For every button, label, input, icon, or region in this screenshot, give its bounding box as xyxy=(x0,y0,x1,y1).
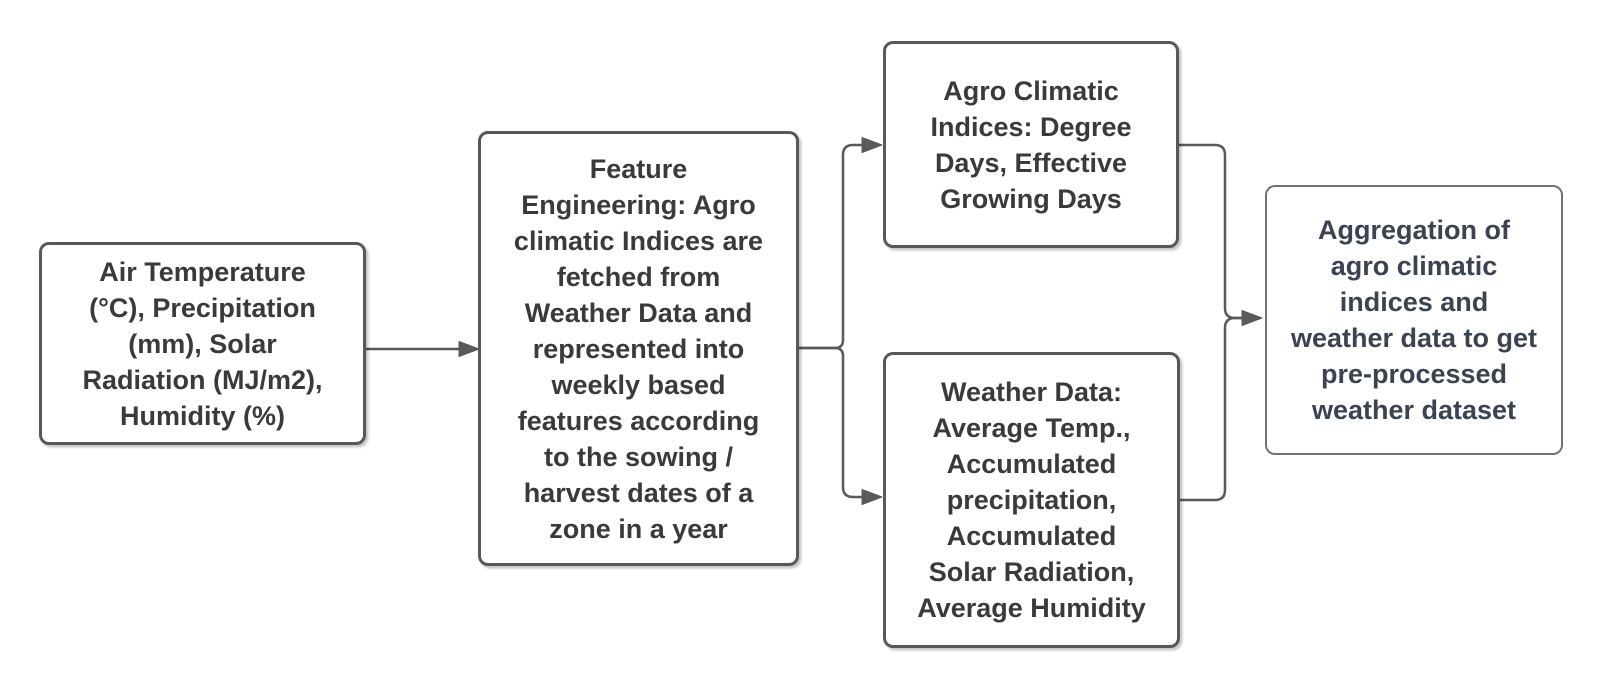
edge-agro-indices-to-aggregation xyxy=(1177,143,1245,320)
arrowhead-icon xyxy=(861,489,883,505)
node-feature-engineering-label: Feature Engineering: Agro climatic Indic… xyxy=(513,153,764,544)
arrowhead-icon xyxy=(458,341,480,357)
node-weather-data: Weather Data: Average Temp., Accumulated… xyxy=(883,352,1180,648)
node-input-weather-variables: Air Temperature (°C), Precipitation (mm)… xyxy=(39,242,366,445)
node-input-label: Air Temperature (°C), Precipitation (mm)… xyxy=(82,256,323,431)
edge-feature-to-agro-indices xyxy=(797,143,865,350)
edge-feature-to-weather-data xyxy=(797,346,865,499)
node-aggregation-label: Aggregation of agro climatic indices and… xyxy=(1290,215,1538,425)
arrowhead-icon xyxy=(861,137,883,153)
node-weather-data-label: Weather Data: Average Temp., Accumulated… xyxy=(917,377,1146,623)
arrowhead-icon xyxy=(1241,310,1263,326)
node-feature-engineering: Feature Engineering: Agro climatic Indic… xyxy=(478,131,799,566)
node-aggregation: Aggregation of agro climatic indices and… xyxy=(1265,185,1563,455)
edge-weather-data-to-aggregation xyxy=(1178,316,1245,502)
node-agro-climatic-indices-label: Agro Climatic Indices: Degree Days, Effe… xyxy=(930,75,1132,214)
node-agro-climatic-indices: Agro Climatic Indices: Degree Days, Effe… xyxy=(883,41,1179,248)
